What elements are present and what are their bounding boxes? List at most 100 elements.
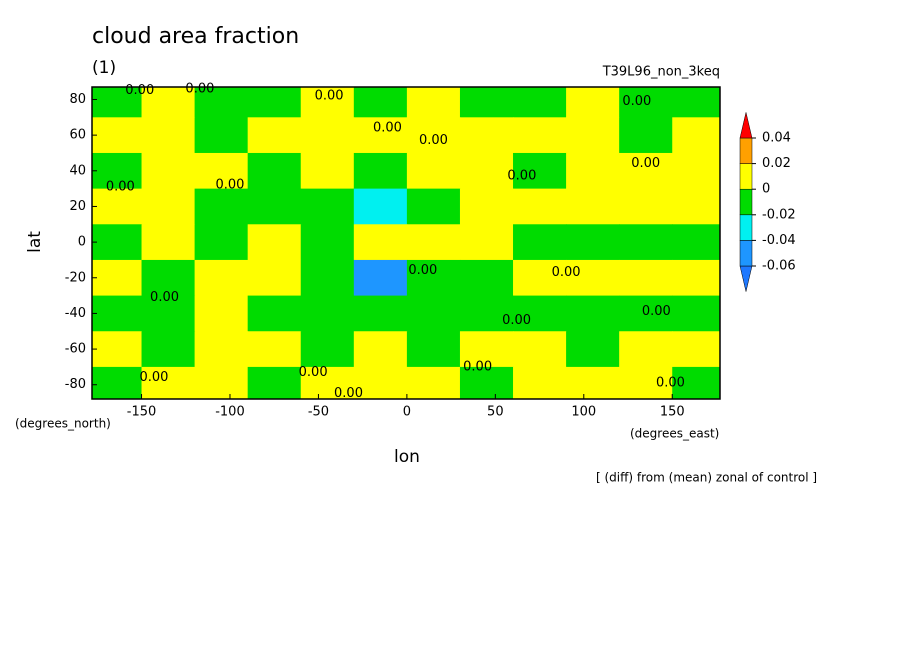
field-cell — [459, 295, 514, 332]
field-cell — [92, 87, 143, 118]
field-cell — [619, 295, 673, 332]
field-cell — [513, 259, 567, 297]
contour-label: 0.00 — [373, 121, 402, 136]
field-cell — [353, 87, 408, 118]
field-cell — [194, 331, 249, 368]
field-cell — [247, 224, 302, 261]
contour-label: 0.00 — [552, 265, 581, 280]
field-cell — [300, 331, 355, 368]
y-tick-label: 0 — [78, 235, 86, 250]
field-cell — [619, 87, 673, 118]
field-cell — [566, 259, 620, 297]
x-tick-label: -100 — [215, 405, 245, 420]
x-units: (degrees_east) — [630, 427, 719, 441]
field-cell — [141, 366, 196, 400]
x-tick-label: 150 — [660, 405, 685, 420]
y-tick-label: -60 — [65, 342, 86, 357]
field-cell — [459, 224, 514, 261]
field-cell — [194, 152, 249, 190]
field-cell — [672, 188, 721, 225]
x-tick-label: 50 — [487, 405, 504, 420]
y-tick-label: -20 — [65, 270, 86, 285]
field-cell — [672, 366, 721, 400]
contour-label: 0.00 — [463, 359, 492, 374]
field-cell — [247, 366, 302, 400]
field-cell — [513, 87, 567, 118]
contour-label: 0.00 — [656, 375, 685, 390]
overlay: 0.00 0.00 0.00 0.00 0.00 0.00 0.00 0.00 0.00 0.00… — [65, 81, 796, 419]
field-cell — [513, 188, 567, 225]
y-units: (degrees_north) — [15, 417, 111, 431]
colorbar-box — [739, 137, 753, 164]
contour-label: 0.00 — [106, 179, 135, 194]
field-cell — [194, 259, 249, 297]
field-cell — [92, 224, 143, 261]
chart-subtitle: (1) — [92, 58, 116, 78]
field-cell — [459, 331, 514, 368]
field — [92, 87, 721, 400]
field-cell — [672, 259, 721, 297]
contour-label: 0.00 — [150, 290, 179, 305]
colorbar-box — [739, 214, 753, 241]
field-cell — [459, 152, 514, 190]
colorbar-label: -0.04 — [762, 233, 796, 248]
field-cell — [92, 295, 143, 332]
colorbar-label: 0.04 — [762, 131, 791, 146]
contour-label: 0.00 — [622, 94, 651, 109]
contour-label: 0.00 — [216, 178, 245, 193]
field-cell — [300, 259, 355, 297]
contour-label: 0.00 — [642, 304, 671, 319]
field-cell — [672, 87, 721, 118]
field-cell — [566, 295, 620, 332]
y-tick-label: 40 — [69, 163, 86, 178]
field-cell — [406, 259, 461, 297]
field-cell — [247, 87, 302, 118]
colorbar-label: 0.02 — [762, 156, 791, 171]
contour-label: 0.00 — [502, 313, 531, 328]
field-cell — [566, 366, 620, 400]
field-cell — [459, 259, 514, 297]
field-cell — [247, 331, 302, 368]
field-cell — [300, 366, 355, 400]
y-tick-label: -80 — [65, 377, 86, 392]
contour-label: 0.00 — [631, 156, 660, 171]
field-cell — [141, 188, 196, 225]
field-cell — [406, 152, 461, 190]
field-cell — [300, 188, 355, 225]
contour-label: 0.00 — [408, 263, 437, 278]
contour-label: 0.00 — [334, 386, 363, 401]
field-cell — [247, 117, 302, 154]
field-cell — [513, 295, 567, 332]
colorbar-label: 0 — [762, 182, 770, 197]
field-cell — [194, 224, 249, 261]
field-cell — [672, 224, 721, 261]
field-cell — [619, 117, 673, 154]
field-cell — [619, 259, 673, 297]
field-cell — [619, 224, 673, 261]
field-cell — [406, 87, 461, 118]
y-tick-label: -40 — [65, 306, 86, 321]
field-cell — [92, 259, 143, 297]
field-cell — [566, 117, 620, 154]
field-cell — [141, 259, 196, 297]
contour-label: 0.00 — [419, 133, 448, 148]
colorbar-label: -0.06 — [762, 259, 796, 274]
colorbar-label: -0.02 — [762, 207, 796, 222]
field-cell — [141, 152, 196, 190]
field-cell — [672, 295, 721, 332]
field-cell — [619, 188, 673, 225]
field-cell — [459, 117, 514, 154]
field-cell — [513, 224, 567, 261]
field-cell — [92, 152, 143, 190]
y-tick-label: 60 — [69, 128, 86, 143]
y-tick-label: 80 — [69, 92, 86, 107]
field-cell — [353, 331, 408, 368]
field-cell — [619, 366, 673, 400]
field-cell — [353, 152, 408, 190]
field-cell — [406, 224, 461, 261]
y-axis-title: lat — [25, 231, 45, 253]
y-tick-label: 20 — [69, 199, 86, 214]
colorbar-tip — [739, 112, 753, 139]
field-cell — [566, 87, 620, 118]
